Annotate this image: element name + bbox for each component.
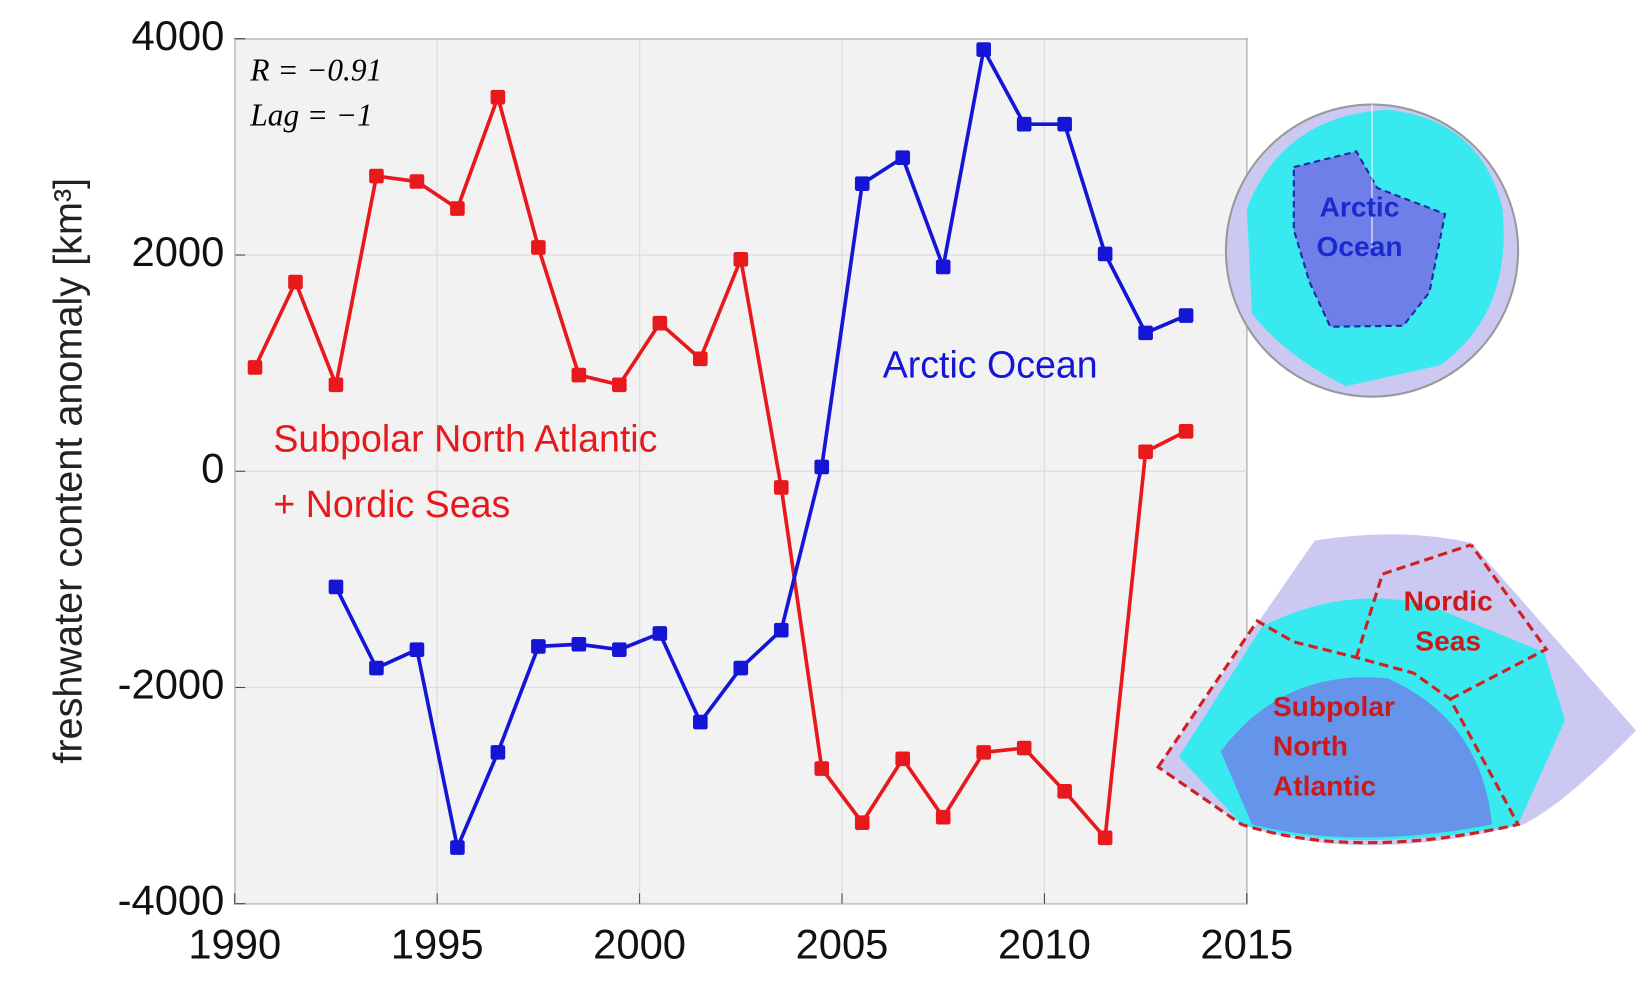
series-label: Subpolar North Atlantic (273, 417, 657, 459)
data-point (855, 815, 870, 830)
data-point (1138, 444, 1153, 459)
x-tick-label: 2005 (796, 921, 889, 968)
data-point (410, 174, 425, 189)
map-label: Subpolar (1273, 690, 1395, 722)
series-label: Arctic Ocean (883, 343, 1098, 385)
page: -4000 -2000 0 2000 4000 1990 1995 2000 2005 2010 2… (0, 0, 1636, 1007)
data-point (572, 368, 587, 383)
map-label: Ocean (1316, 230, 1402, 262)
data-point (814, 460, 829, 475)
map-label: Nordic (1404, 585, 1493, 617)
data-point (855, 176, 870, 191)
data-point (693, 352, 708, 367)
data-point (653, 316, 668, 331)
data-point (531, 639, 546, 654)
data-point (1179, 424, 1194, 439)
data-point (1017, 741, 1032, 756)
data-point (248, 360, 263, 375)
data-point (936, 810, 951, 825)
data-point (653, 626, 668, 641)
series-label: + Nordic Seas (273, 483, 510, 525)
data-point (1098, 830, 1113, 845)
data-point (329, 580, 344, 595)
data-point (1017, 117, 1032, 132)
data-point (612, 642, 627, 657)
data-point (1179, 308, 1194, 323)
data-point (369, 169, 384, 184)
data-point (450, 840, 465, 855)
data-point (491, 90, 506, 105)
y-tick-label: -4000 (118, 877, 225, 924)
data-point (814, 761, 829, 776)
map-label: Seas (1415, 624, 1481, 656)
data-point (288, 275, 303, 290)
data-point (976, 42, 991, 57)
data-point (329, 377, 344, 392)
data-point (531, 240, 546, 255)
data-point (491, 745, 506, 760)
x-tick-label: 2010 (998, 921, 1091, 968)
data-point (693, 715, 708, 730)
data-point (612, 377, 627, 392)
data-point (369, 661, 384, 676)
annotation: Lag = −1 (249, 97, 372, 132)
data-point (895, 150, 910, 165)
y-axis-label: freshwater content anomaly [km³] (46, 178, 90, 764)
x-tick-label: 1990 (188, 921, 281, 968)
map-label: North (1273, 730, 1348, 762)
map-label: Arctic (1320, 190, 1400, 222)
data-point (976, 745, 991, 760)
data-point (1057, 784, 1072, 799)
data-point (1098, 247, 1113, 262)
data-point (1057, 117, 1072, 132)
data-point (774, 623, 789, 638)
y-tick-label: 4000 (132, 12, 225, 59)
data-point (572, 637, 587, 652)
data-point (774, 480, 789, 495)
data-point (895, 752, 910, 767)
x-tick-label: 2015 (1200, 921, 1293, 968)
data-point (1138, 326, 1153, 341)
data-point (410, 642, 425, 657)
map-label: Atlantic (1273, 769, 1376, 801)
data-point (733, 252, 748, 267)
data-point (450, 201, 465, 216)
y-tick-label: 0 (201, 444, 224, 491)
y-tick-label: -2000 (118, 661, 225, 708)
y-tick-label: 2000 (132, 228, 225, 275)
annotation: R = −0.91 (249, 52, 382, 87)
chart: -4000 -2000 0 2000 4000 1990 1995 2000 2005 2010 2… (0, 0, 1636, 1002)
x-tick-label: 2000 (593, 921, 686, 968)
data-point (733, 661, 748, 676)
x-tick-label: 1995 (391, 921, 484, 968)
data-point (936, 260, 951, 275)
